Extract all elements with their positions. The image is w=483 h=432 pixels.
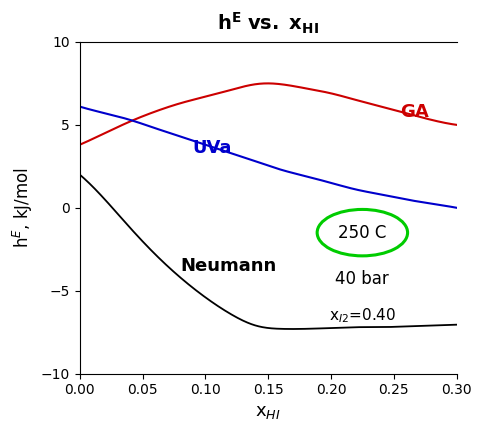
Text: x$_{I2}$=0.40: x$_{I2}$=0.40 bbox=[329, 306, 396, 325]
Text: GA: GA bbox=[400, 102, 429, 121]
X-axis label: x$_{HI}$: x$_{HI}$ bbox=[256, 403, 281, 421]
Text: UVa: UVa bbox=[193, 139, 232, 157]
Text: Neumann: Neumann bbox=[180, 257, 276, 275]
Title: $\mathbf{h^E}$ $\mathbf{vs.}$ $\mathbf{x_{HI}}$: $\mathbf{h^E}$ $\mathbf{vs.}$ $\mathbf{x… bbox=[217, 11, 319, 36]
Text: 40 bar: 40 bar bbox=[336, 270, 389, 288]
Text: 250 C: 250 C bbox=[338, 224, 386, 241]
Y-axis label: h$^E$, kJ/mol: h$^E$, kJ/mol bbox=[11, 167, 35, 248]
